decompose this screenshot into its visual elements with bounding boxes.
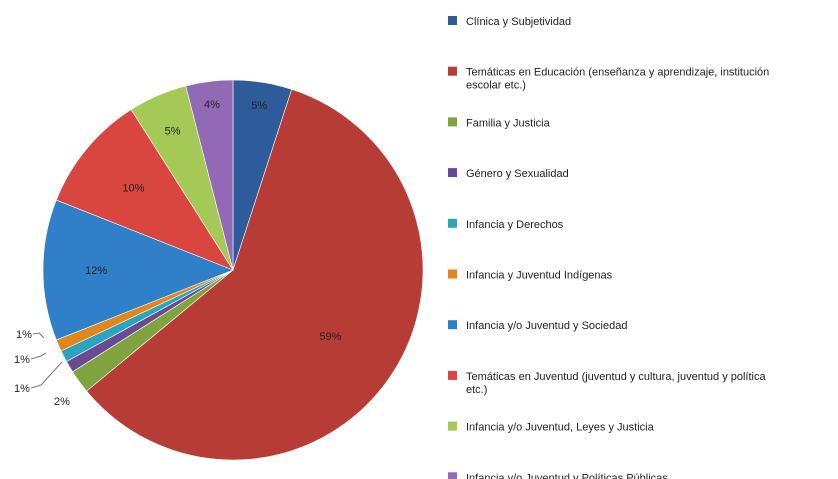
data-label: 59% bbox=[319, 331, 341, 343]
legend-label: etc.) bbox=[466, 384, 487, 396]
legend-label: Infancia y/o Juventud y Sociedad bbox=[466, 320, 627, 332]
legend-swatch bbox=[448, 421, 457, 431]
data-label: 4% bbox=[204, 99, 220, 111]
data-label: 12% bbox=[85, 265, 107, 277]
leader-line bbox=[30, 352, 47, 360]
legend-label: Infancia y Derechos bbox=[466, 219, 564, 231]
data-label: 5% bbox=[251, 100, 267, 112]
legend-swatch bbox=[448, 269, 457, 279]
leader-line bbox=[30, 361, 63, 389]
legend-swatch bbox=[448, 218, 457, 228]
data-label: 2% bbox=[54, 396, 70, 408]
legend-label: escolar etc.) bbox=[466, 80, 526, 92]
legend-label: Familia y Justicia bbox=[466, 117, 551, 129]
data-label: 1% bbox=[16, 329, 32, 341]
legend-label: Temáticas en Educación (enseñanza y apre… bbox=[466, 67, 769, 79]
legend-swatch bbox=[448, 16, 457, 25]
legend-swatch bbox=[448, 320, 457, 330]
legend-label: Temáticas en Juventud (juventud y cultur… bbox=[466, 371, 766, 383]
legend-swatch bbox=[448, 370, 457, 380]
data-label: 1% bbox=[14, 354, 30, 366]
legend-label: Clínica y Subjetividad bbox=[466, 16, 571, 28]
leader-line bbox=[32, 332, 45, 339]
legend-swatch bbox=[448, 66, 457, 76]
data-label: 5% bbox=[165, 126, 181, 138]
legend-swatch bbox=[448, 117, 457, 127]
data-label: 10% bbox=[122, 183, 144, 195]
pie-slices bbox=[42, 79, 424, 461]
pie-slice bbox=[86, 88, 424, 461]
legend-swatch bbox=[448, 168, 457, 178]
legend-label: Infancia y/o Juventud y Políticas Públic… bbox=[466, 472, 668, 479]
data-label: 1% bbox=[14, 383, 30, 395]
legend-label: Género y Sexualidad bbox=[466, 168, 569, 180]
legend-label: Infancia y/o Juventud, Leyes y Justicia bbox=[466, 422, 655, 434]
leader-lines bbox=[30, 332, 63, 389]
legend-swatch bbox=[448, 472, 457, 479]
pie-slice bbox=[42, 199, 234, 341]
pie-slice bbox=[55, 109, 234, 271]
pie-slice bbox=[185, 79, 234, 271]
legend-label: Infancia y Juventud Indígenas bbox=[466, 270, 613, 282]
legend: Clínica y Subjetividad Temáticas en Educa… bbox=[448, 16, 769, 479]
data-labels: 5% 59% 2% 1% 1% 1% 12% 10% 5% 4% bbox=[14, 99, 342, 408]
